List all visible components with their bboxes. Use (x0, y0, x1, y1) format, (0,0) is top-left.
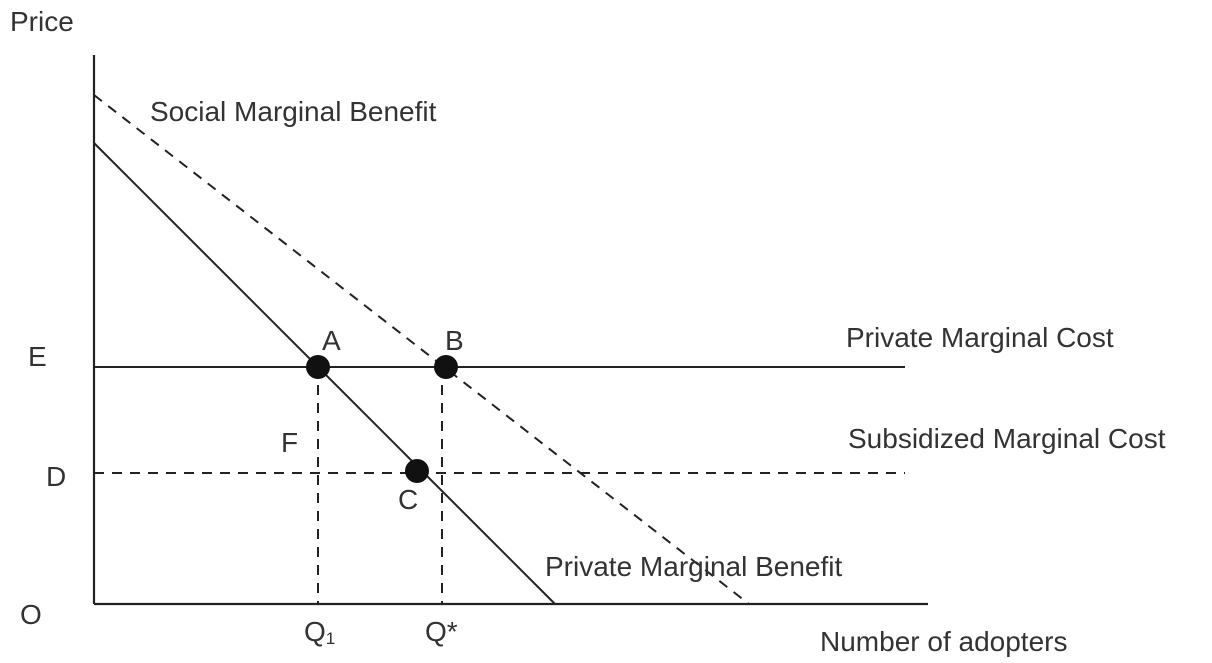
point-f-label: F (281, 427, 298, 458)
point-a-marker (306, 355, 330, 379)
y-axis-label: Price (10, 6, 74, 37)
subsidized-marginal-cost-label: Subsidized Marginal Cost (848, 423, 1166, 454)
social-marginal-benefit-label: Social Marginal Benefit (150, 96, 437, 127)
price-d-label: D (46, 461, 66, 492)
point-b-label: B (445, 325, 464, 356)
private-marginal-cost-label: Private Marginal Cost (846, 322, 1114, 353)
origin-label: O (20, 599, 42, 630)
qstar-label: Q* (425, 616, 458, 647)
point-a-label: A (322, 325, 341, 356)
price-e-label: E (28, 341, 47, 372)
q1-label: Q1 (304, 616, 335, 648)
point-c-label: C (398, 484, 418, 515)
point-c-marker (405, 459, 429, 483)
x-axis-label: Number of adopters (820, 626, 1067, 657)
point-b-marker (434, 355, 458, 379)
private-marginal-benefit-label: Private Marginal Benefit (545, 551, 842, 582)
social-marginal-benefit-line (93, 94, 750, 605)
